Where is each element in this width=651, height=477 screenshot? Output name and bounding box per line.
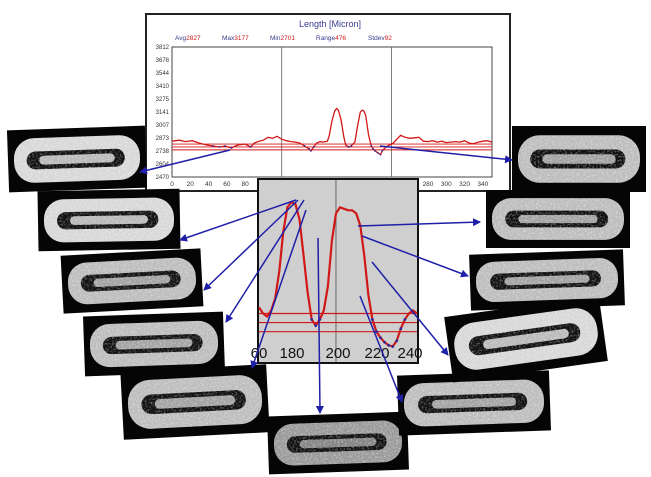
arrow — [361, 235, 469, 278]
arrow — [225, 199, 305, 323]
y-tick-label: 2873 — [156, 136, 170, 142]
cross-section-images — [6, 125, 646, 475]
chart-title: Length [Micron] — [299, 19, 361, 29]
annotation-arrows — [139, 145, 513, 414]
zoom-x-tick-label: 200 — [325, 345, 350, 362]
low-point — [314, 324, 318, 327]
length-profile-chart: Length [Micron] Avg2827 Max3177 Min2701 Ran… — [145, 13, 511, 192]
length-series-line — [171, 107, 493, 156]
y-tick-label: 2604 — [156, 162, 170, 168]
x-tick-label: 300 — [441, 181, 452, 188]
y-tick-label: 3678 — [156, 58, 170, 64]
section-image-1 — [6, 125, 148, 193]
low-point — [379, 336, 382, 340]
stat-min: Min2701 — [270, 35, 295, 42]
section-image-8 — [444, 295, 608, 383]
low-point — [312, 146, 315, 148]
low-point — [303, 145, 306, 147]
zoom-x-tick-label: 240 — [397, 345, 422, 362]
y-tick-label: 3410 — [156, 84, 170, 90]
y-tick-label: 3141 — [156, 110, 170, 116]
section-image-11 — [512, 126, 646, 192]
arrow — [359, 295, 404, 403]
stat-stdev: Stdev92 — [368, 35, 392, 42]
low-point — [371, 318, 374, 321]
arrow — [250, 209, 307, 369]
low-point — [381, 149, 384, 152]
low-point — [310, 318, 314, 321]
x-tick-label: 340 — [477, 181, 488, 188]
low-point — [230, 147, 233, 149]
low-point — [350, 145, 353, 147]
low-point — [224, 145, 226, 147]
section-image-3 — [60, 248, 204, 314]
section-image-7 — [396, 370, 552, 436]
arrow — [357, 218, 481, 227]
low-point — [403, 318, 407, 321]
stat-range: Range476 — [316, 35, 346, 42]
x-tick-label: 20 — [187, 181, 195, 188]
section-image-5 — [120, 364, 270, 440]
x-tick-label: 0 — [170, 181, 174, 188]
low-point — [376, 151, 379, 154]
low-point — [395, 339, 399, 343]
low-point — [308, 148, 311, 150]
low-point — [374, 149, 376, 152]
x-tick-label: 280 — [423, 181, 434, 188]
x-tick-label: 320 — [459, 181, 470, 188]
low-point — [249, 146, 252, 148]
y-tick-label: 2738 — [156, 149, 170, 155]
x-tick-label: 40 — [205, 181, 213, 188]
low-point — [387, 343, 391, 347]
low-point — [310, 149, 312, 152]
low-point — [347, 146, 350, 148]
zoom-x-tick-label: 180 — [279, 345, 304, 362]
low-point — [218, 146, 221, 148]
stat-max: Max3177 — [222, 35, 249, 42]
low-point — [212, 145, 215, 147]
low-point — [379, 153, 382, 156]
stats-row: Avg2827 Max3177 Min2701 Range476 Stdev92 — [175, 35, 392, 42]
low-point — [375, 330, 378, 334]
plot-area — [171, 46, 493, 178]
section-image-10 — [486, 190, 630, 248]
low-point — [399, 327, 403, 331]
zoom-series-line — [258, 200, 418, 348]
stat-avg: Avg2827 — [175, 35, 201, 42]
section-image-4 — [82, 311, 226, 377]
arrow — [379, 145, 513, 164]
x-tick-label: 60 — [223, 181, 231, 188]
y-tick-label: 3812 — [156, 45, 170, 51]
arrow — [315, 237, 324, 414]
x-tick-label: 80 — [242, 181, 250, 188]
low-point — [391, 345, 395, 348]
arrow — [203, 199, 299, 291]
y-tick-label: 3544 — [156, 71, 170, 77]
section-image-2 — [37, 188, 181, 252]
y-tick-label: 2470 — [156, 175, 170, 181]
low-point — [383, 340, 386, 344]
zoom-x-tick-label: 220 — [364, 345, 389, 362]
section-image-9 — [469, 249, 625, 311]
y-tick-label: 3275 — [156, 97, 170, 103]
low-point — [372, 148, 375, 150]
arrow — [371, 261, 449, 356]
y-tick-label: 3007 — [156, 123, 170, 129]
section-image-6 — [267, 411, 409, 475]
low-point — [370, 145, 373, 147]
arrow — [139, 149, 231, 175]
arrow — [179, 199, 297, 242]
